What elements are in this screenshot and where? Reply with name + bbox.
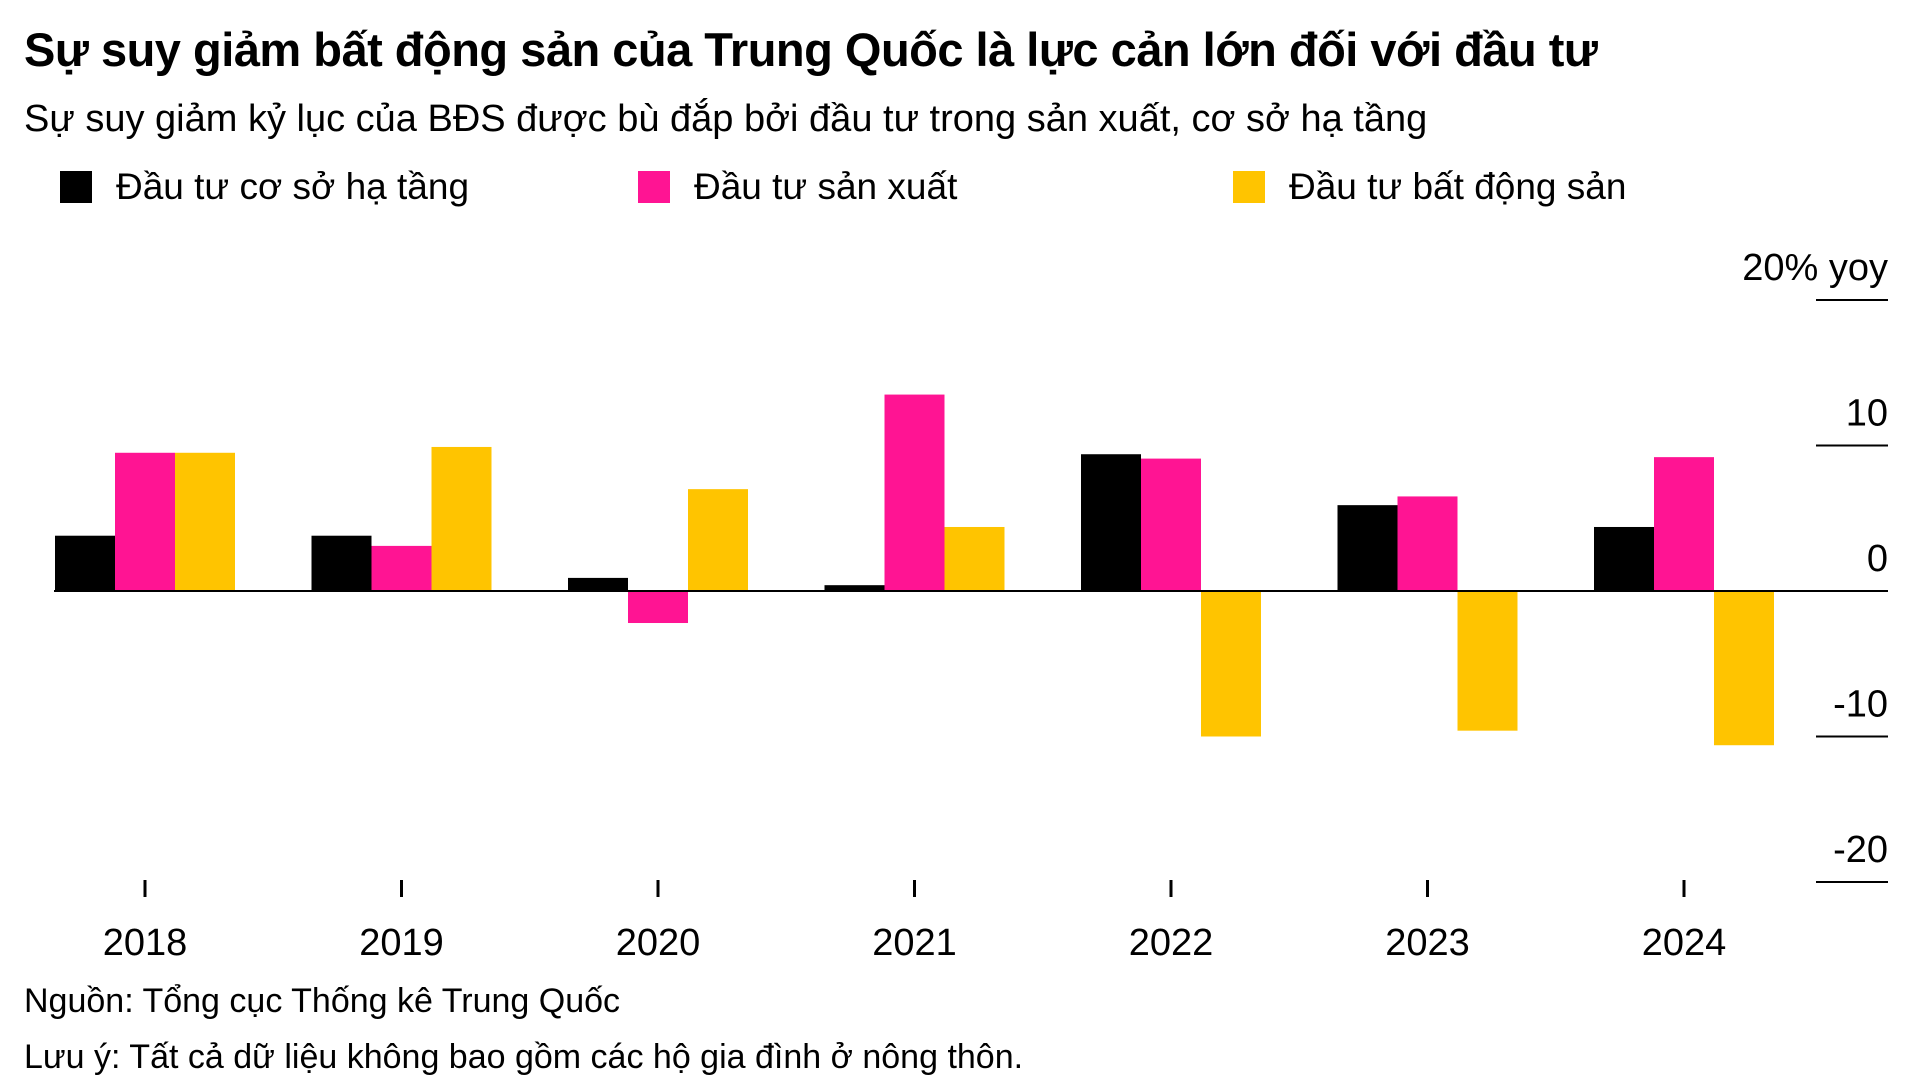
bar-2021-series-0 (824, 585, 885, 591)
bar-2020-series-0 (568, 577, 628, 591)
y-tick-label: -10 (1833, 684, 1888, 726)
bar-2021-series-1 (884, 394, 945, 591)
x-tick-label: 2023 (1385, 922, 1470, 964)
bar-2020-series-2 (688, 489, 748, 591)
bar-2024-series-0 (1594, 526, 1654, 591)
x-tick-label: 2019 (359, 922, 444, 964)
bar-2022-series-0 (1081, 454, 1141, 591)
x-tick-label: 2020 (616, 922, 701, 964)
legend-item-manufacturing: Đầu tư sản xuất (638, 166, 957, 208)
x-tick-label: 2018 (103, 922, 188, 964)
bar-2021-series-2 (944, 526, 1005, 591)
x-tick-label: 2022 (1129, 922, 1214, 964)
bar-2023-series-0 (1337, 505, 1398, 591)
data-note: Lưu ý: Tất cả dữ liệu không bao gồm các … (24, 1038, 1024, 1076)
legend-swatch-real-estate (1233, 171, 1265, 203)
y-tick-label: 20% yoy (1742, 247, 1888, 289)
bar-2018-series-0 (55, 535, 115, 591)
bar-2020-series-1 (628, 591, 688, 624)
bar-2024-series-2 (1714, 591, 1774, 746)
legend-swatch-manufacturing (638, 171, 670, 203)
bar-2022-series-1 (1141, 458, 1201, 591)
bar-2019-series-2 (431, 446, 492, 591)
legend-item-infrastructure: Đầu tư cơ sở hạ tầng (60, 166, 469, 208)
legend: Đầu tư cơ sở hạ tầng Đầu tư sản xuất Đầu… (0, 166, 1920, 216)
legend-label-real-estate: Đầu tư bất động sản (1289, 166, 1627, 207)
bar-2024-series-1 (1654, 457, 1714, 591)
y-tick-label: -20 (1833, 829, 1888, 871)
y-tick-label: 0 (1867, 538, 1888, 580)
legend-label-manufacturing: Đầu tư sản xuất (694, 166, 958, 207)
bar-2023-series-2 (1457, 591, 1518, 731)
y-tick-label: 10 (1846, 393, 1888, 435)
bar-2018-series-1 (115, 452, 175, 591)
bar-2022-series-2 (1201, 591, 1261, 737)
bar-2019-series-0 (311, 535, 372, 591)
legend-label-infrastructure: Đầu tư cơ sở hạ tầng (116, 166, 470, 207)
legend-item-real-estate: Đầu tư bất động sản (1233, 166, 1626, 208)
source-note: Nguồn: Tổng cục Thống kê Trung Quốc (24, 982, 621, 1020)
bar-2023-series-1 (1397, 496, 1458, 591)
bar-2019-series-1 (371, 545, 432, 591)
bar-2018-series-2 (175, 452, 235, 591)
chart-title: Sự suy giảm bất động sản của Trung Quốc … (24, 23, 1598, 76)
x-tick-label: 2024 (1642, 922, 1727, 964)
x-tick-label: 2021 (872, 922, 957, 964)
chart-subtitle: Sự suy giảm kỷ lục của BĐS được bù đắp b… (24, 98, 1428, 140)
legend-swatch-infrastructure (60, 171, 92, 203)
